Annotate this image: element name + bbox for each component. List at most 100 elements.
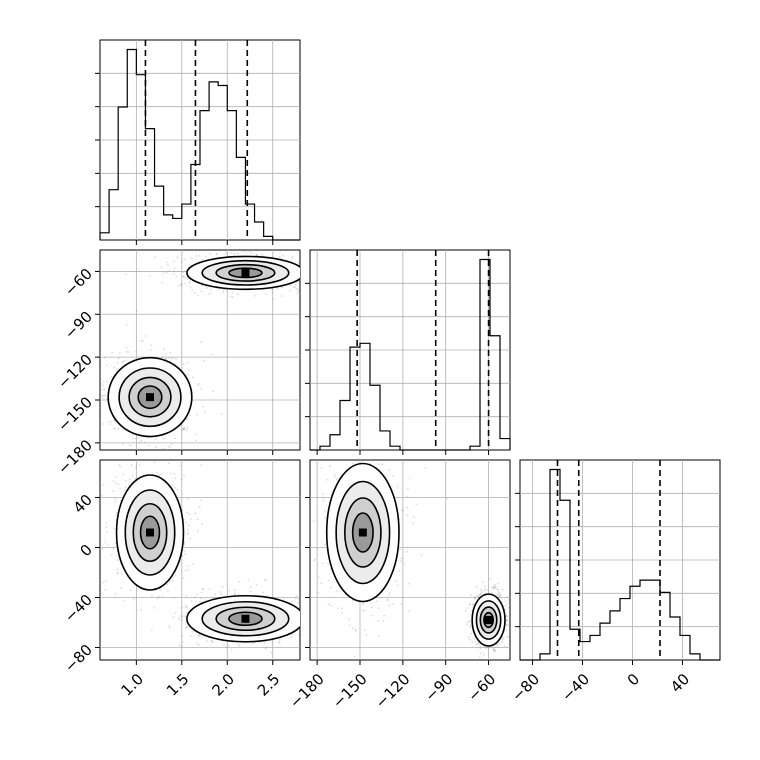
corner-param1-vs-param2-point [233, 252, 236, 255]
corner-param2-vs-param3-point [321, 496, 324, 499]
corner-param1-vs-param3-point [168, 624, 171, 627]
corner-param2-vs-param3-point [508, 615, 510, 617]
corner-param1-vs-param3-point [106, 531, 109, 533]
corner-param1-vs-param3-point [220, 593, 223, 595]
axis-param1-xtick-label-3: 2.5 [254, 670, 284, 700]
corner-param1-vs-param2-point [132, 437, 134, 440]
corner-param1-vs-param2-point [190, 257, 193, 259]
corner-param1-vs-param3-point [100, 494, 103, 497]
corner-param2-vs-param3-point [472, 603, 474, 606]
corner-param1-vs-param3-point [180, 614, 183, 617]
corner-param2-vs-param3-point [362, 602, 365, 604]
corner-param2-vs-param3-point [505, 604, 508, 607]
corner-param2-vs-param3-point [398, 570, 401, 573]
corner-param2-vs-param3-point [483, 585, 486, 588]
corner-param2-vs-param3-point [370, 441, 372, 443]
corner-param1-vs-param3-core-0 [146, 528, 154, 537]
corner-param1-vs-param3-point [160, 473, 163, 475]
corner-param1-vs-param3-point [192, 630, 195, 633]
corner-param1-vs-param2-point [89, 377, 91, 379]
corner-param2-vs-param3-point [362, 603, 364, 606]
corner-param1-vs-param2-point [197, 294, 200, 297]
corner-param1-vs-param2-point [229, 295, 232, 298]
axis-param3-y-ytick-label-2: 0 [77, 541, 96, 560]
corner-param1-vs-param2-point [193, 291, 196, 294]
corner-param2-vs-param3-point [348, 618, 350, 621]
corner-param1-vs-param2-point [183, 428, 186, 431]
corner-param1-vs-param3-point [202, 588, 205, 591]
corner-param1-vs-param3-point [184, 621, 187, 623]
corner-param2-vs-param3-point [470, 632, 472, 635]
corner-param1-vs-param2-point [139, 441, 141, 444]
corner-param2-vs-param3-point [396, 486, 399, 489]
corner-param1-vs-param2-point [170, 443, 173, 446]
corner-param2-vs-param3-point [387, 594, 390, 597]
corner-param1-vs-param2-point [264, 292, 267, 295]
corner-param1-vs-param2-point [198, 255, 201, 257]
corner-param1-vs-param3-point [104, 579, 107, 582]
corner-param1-vs-param2-contour-group [107, 255, 300, 438]
corner-param2-vs-param3-point [340, 607, 343, 610]
corner-param2-vs-param3-point [466, 607, 469, 609]
corner-param1-vs-param2-point [215, 253, 218, 255]
corner-param1-vs-param3-point [183, 474, 185, 477]
corner-param1-vs-param2-point [182, 427, 185, 430]
corner-param1-vs-param3-point [187, 532, 190, 534]
corner-param1-vs-param3-point [118, 463, 121, 466]
corner-param2-vs-param3-point [354, 452, 356, 454]
corner-param1-vs-param3-point [158, 474, 160, 477]
corner-param1-vs-param3-point [120, 587, 122, 590]
frame-corner-param2-vs-param3 [309, 459, 511, 661]
corner-param1-vs-param2-point [237, 293, 239, 296]
corner-param1-vs-param2-point [124, 359, 127, 362]
corner-param2-vs-param3-point [315, 458, 317, 460]
axis-ticks [95, 72, 683, 665]
corner-param1-vs-param3-point [151, 460, 154, 461]
corner-param1-vs-param3-point [119, 487, 122, 490]
corner-param1-vs-param3-contour-1-0 [186, 594, 300, 643]
corner-param1-vs-param2-point [116, 367, 119, 370]
corner-param1-vs-param3-point [304, 612, 306, 614]
corner-param1-vs-param2-point [320, 273, 322, 275]
corner-param1-vs-param3-point [228, 589, 231, 592]
corner-param1-vs-param3-point [134, 477, 136, 480]
corner-param1-vs-param2-point [103, 387, 106, 390]
corner-param2-vs-param3-point [509, 637, 510, 640]
corner-param1-vs-param3-point [324, 627, 326, 629]
axis-param2-y-ytick-label-4: −60 [61, 265, 96, 300]
corner-param1-vs-param2-point [103, 394, 106, 397]
corner-param1-vs-param3-point [295, 594, 298, 597]
corner-param2-vs-param3-point [508, 599, 510, 601]
corner-param1-vs-param3-point [117, 559, 119, 562]
corner-param1-vs-param2-contour-1-0 [186, 255, 300, 291]
hist-param1-bars [99, 48, 300, 241]
corner-param1-vs-param3-point [172, 616, 175, 619]
corner-param2-vs-param3-point [365, 634, 368, 637]
corner-param2-vs-param3-point [326, 478, 329, 481]
corner-param1-vs-param2-point [110, 420, 113, 423]
corner-param1-vs-param3-point [265, 645, 268, 648]
corner-param1-vs-param3-point [327, 615, 329, 617]
corner-param2-vs-param3-contour-group [325, 462, 506, 647]
corner-param2-vs-param3-point [506, 619, 508, 622]
corner-param1-vs-param2-contour-1-1 [201, 259, 290, 286]
corner-param1-vs-param3-point [186, 532, 189, 535]
corner-param2-vs-param3-point [329, 568, 332, 571]
corner-param2-vs-param3-point [353, 655, 356, 658]
corner-param2-vs-param3-point [505, 615, 508, 618]
corner-param1-vs-param2-point [195, 439, 197, 442]
corner-param1-vs-param3-point [298, 597, 300, 600]
corner-param1-vs-param2-point [339, 268, 341, 270]
corner-param1-vs-param3-point [197, 635, 200, 637]
corner-param1-vs-param3-point [173, 473, 176, 475]
corner-param2-vs-param3-point [483, 589, 486, 592]
corner-param1-vs-param2-point [319, 269, 321, 271]
corner-param1-vs-param2-point [124, 273, 127, 276]
corner-param1-vs-param2-point [203, 360, 206, 363]
corner-param1-vs-param3-point [153, 606, 156, 609]
corner-param1-vs-param3-point [189, 518, 192, 521]
corner-param1-vs-param2-point [105, 364, 108, 367]
corner-param1-vs-param3-point [230, 648, 233, 651]
corner-param1-vs-param3-point [263, 641, 266, 644]
corner-param1-vs-param2-point [271, 288, 274, 291]
